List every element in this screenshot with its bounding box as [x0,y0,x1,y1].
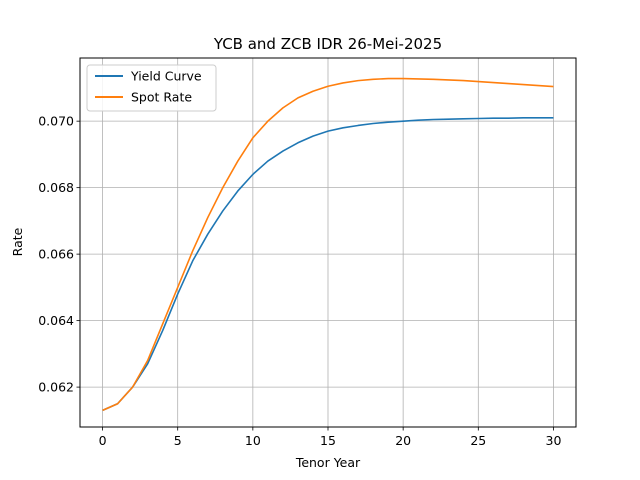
grid [80,58,576,427]
x-tick-label: 0 [99,433,107,448]
y-tick-label: 0.066 [38,247,74,262]
series-lines [102,77,554,412]
series-line-yield-curve [102,117,554,412]
legend-label-spot-rate: Spot Rate [131,90,192,105]
y-tick-label: 0.068 [38,180,74,195]
x-tick-label: 30 [546,433,562,448]
x-axis-label: Tenor Year [295,455,361,470]
y-tick-label: 0.070 [38,114,74,129]
x-tick-label: 15 [320,433,336,448]
axis-ticks: 0 5 10 15 20 25 30 0.062 0.064 0.066 0.068 0.070 [38,114,561,448]
x-tick-label: 10 [245,433,261,448]
x-tick-label: 25 [470,433,486,448]
legend-label-yield-curve: Yield Curve [130,69,202,84]
x-tick-label: 20 [395,433,411,448]
y-axis-label: Rate [10,227,25,256]
series-line-spot-rate [102,77,554,412]
x-tick-label: 5 [174,433,182,448]
legend: Yield Curve Spot Rate [86,64,217,112]
chart-title: YCB and ZCB IDR 26-Mei-2025 [213,35,442,53]
y-tick-label: 0.064 [38,313,74,328]
y-tick-label: 0.062 [38,380,74,395]
